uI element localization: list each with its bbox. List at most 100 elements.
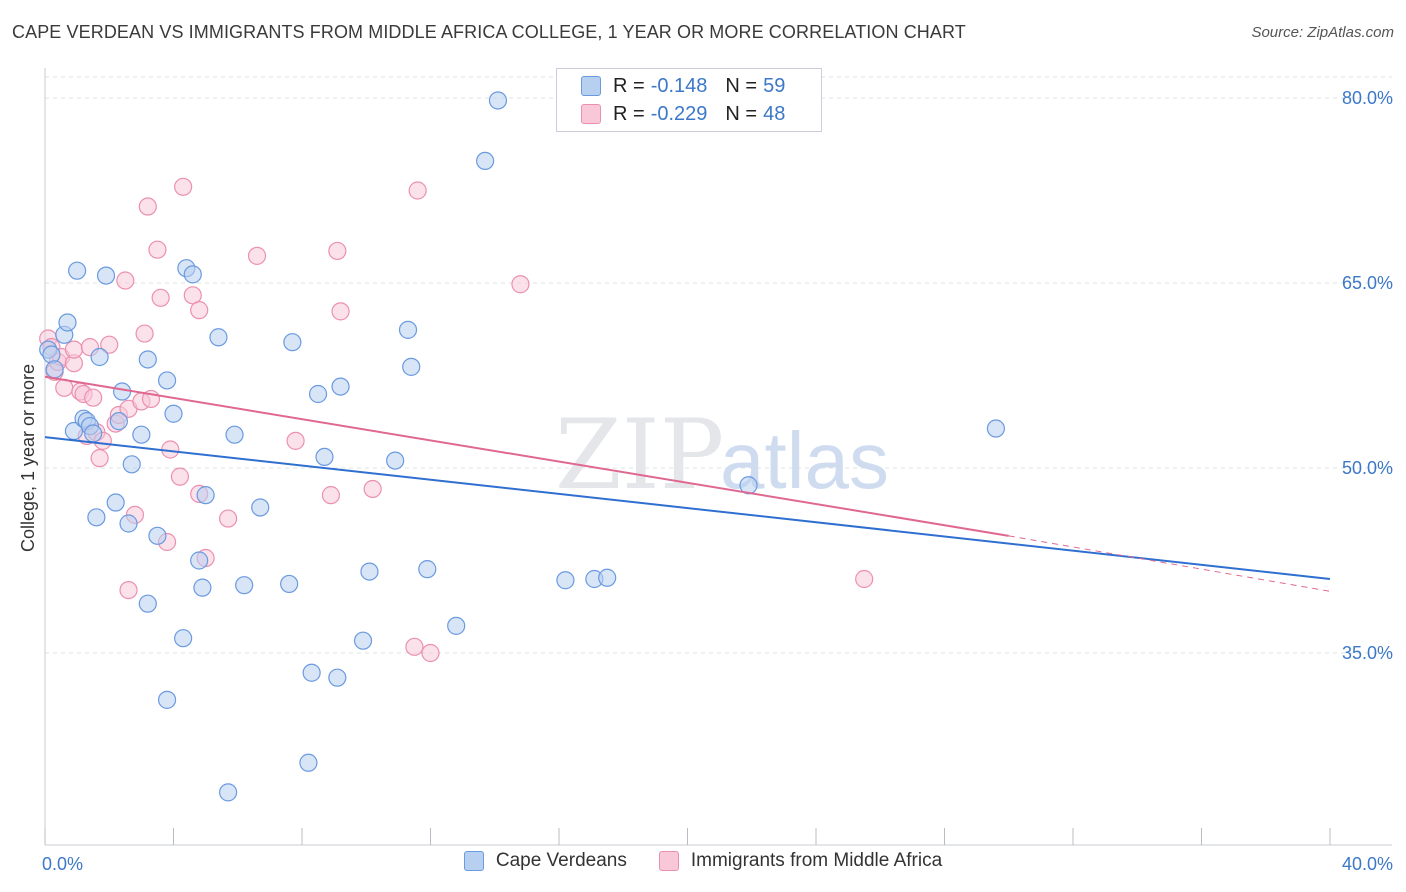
- legend-row-cape-verdeans: R = -0.148 N = 59: [581, 73, 785, 99]
- cape-verdean-point: [235, 576, 254, 595]
- cape-verdean-point: [251, 498, 270, 517]
- immigrants-point: [174, 177, 193, 196]
- cape-verdean-point: [96, 266, 116, 285]
- trend-line-immigrants: [44, 375, 1009, 537]
- cape-verdean-point: [225, 425, 244, 444]
- watermark-zip: ZIP: [555, 399, 724, 511]
- cape-verdean-point: [109, 412, 128, 431]
- cape-verdean-point: [148, 526, 167, 545]
- cape-verdean-point: [45, 360, 64, 379]
- legend-row-immigrants: R = -0.229 N = 48: [581, 101, 785, 127]
- watermark: ZIP atlas: [555, 399, 889, 511]
- cape-verdean-point: [138, 350, 157, 369]
- grid-lines: [45, 76, 1392, 654]
- cape-verdean-point: [90, 347, 109, 367]
- immigrants-point: [90, 449, 109, 468]
- immigrants-point: [247, 246, 267, 265]
- source-label: Source: ZipAtlas.com: [1251, 24, 1394, 41]
- cape-verdean-point: [157, 371, 177, 390]
- cape-verdean-point: [42, 345, 61, 364]
- cape-verdean-point: [331, 377, 350, 396]
- immigrants-point: [138, 197, 157, 216]
- cape-verdean-point: [209, 328, 228, 347]
- axes: [44, 68, 1392, 846]
- cape-verdean-point: [122, 455, 141, 474]
- cape-verdean-point: [598, 568, 617, 587]
- cape-verdean-point: [106, 493, 125, 512]
- immigrants-point: [116, 271, 135, 290]
- cape-verdean-point: [68, 261, 87, 280]
- series-cape-verdeans-points: [39, 91, 1006, 802]
- trend-line-cape-verdeans: [44, 436, 1331, 580]
- cape-verdean-point: [418, 560, 437, 579]
- y-tick-labels: 35.0% 50.0% 65.0% 80.0%: [1342, 88, 1393, 663]
- y-axis-label: College, 1 year or more: [18, 364, 38, 552]
- series-legend: Cape Verdeans Immigrants from Middle Afr…: [0, 850, 1406, 872]
- immigrants-point: [170, 467, 190, 486]
- cape-verdean-point: [58, 313, 77, 332]
- cape-verdean-point: [556, 571, 575, 590]
- immigrants-point: [84, 388, 103, 407]
- cape-verdean-point: [183, 265, 202, 284]
- cape-verdean-point: [157, 690, 177, 709]
- y-tick-label: 50.0%: [1342, 458, 1393, 478]
- immigrants-point: [331, 302, 350, 321]
- immigrants-point: [511, 275, 530, 294]
- legend-swatch-pink: [581, 104, 601, 124]
- legend-swatch-pink: [658, 851, 679, 871]
- y-tick-label: 65.0%: [1342, 273, 1393, 293]
- cape-verdean-point: [87, 508, 106, 527]
- legend-item-cape-verdeans[interactable]: Cape Verdeans: [463, 850, 627, 872]
- y-tick-label: 80.0%: [1342, 88, 1393, 108]
- legend-swatch-blue: [463, 851, 484, 871]
- cape-verdean-point: [280, 574, 299, 594]
- cape-verdean-point: [299, 753, 318, 772]
- y-tick-label: 35.0%: [1342, 643, 1393, 663]
- immigrants-point: [421, 643, 440, 663]
- cape-verdean-point: [986, 419, 1006, 438]
- cape-verdean-point: [283, 333, 302, 352]
- cape-verdean-point: [174, 629, 193, 648]
- cape-verdean-point: [84, 424, 103, 443]
- cape-verdean-point: [402, 357, 421, 376]
- cape-verdean-point: [315, 447, 334, 466]
- immigrants-point: [855, 569, 874, 589]
- immigrants-point: [151, 288, 170, 307]
- immigrants-point: [363, 479, 382, 499]
- immigrants-point: [148, 240, 167, 259]
- trend-line-immigrants-extension: [1008, 535, 1331, 592]
- legend-n-value: 48: [763, 102, 786, 125]
- legend-r-value: -0.229: [650, 102, 708, 125]
- cape-verdean-point: [119, 514, 138, 533]
- legend-n-value: 59: [763, 74, 786, 97]
- cape-verdean-point: [196, 486, 215, 505]
- x-tick-label-min: 0.0%: [42, 854, 83, 874]
- x-tick-labels: 0.0% 40.0%: [42, 854, 1393, 874]
- cape-verdean-point: [353, 631, 373, 650]
- immigrants-point: [286, 431, 305, 450]
- cape-verdean-point: [398, 320, 418, 339]
- immigrants-point: [405, 637, 424, 656]
- cape-verdean-point: [302, 663, 321, 682]
- chart-title: CAPE VERDEAN VS IMMIGRANTS FROM MIDDLE A…: [12, 22, 966, 42]
- immigrants-point: [135, 324, 154, 343]
- x-tick-label-max: 40.0%: [1342, 854, 1393, 874]
- cape-verdean-point: [447, 616, 466, 635]
- legend-r-label: R =: [613, 74, 645, 97]
- immigrants-point: [321, 486, 341, 505]
- legend-n-label: N =: [725, 74, 758, 97]
- immigrants-point: [119, 580, 138, 600]
- cape-verdean-point: [132, 425, 151, 444]
- immigrants-point: [328, 241, 347, 261]
- legend-r-label: R =: [613, 102, 645, 125]
- cape-verdean-point: [308, 384, 328, 404]
- cape-verdean-point: [476, 151, 495, 170]
- cape-verdean-point: [360, 562, 379, 581]
- cape-verdean-point: [488, 91, 508, 110]
- legend-item-immigrants[interactable]: Immigrants from Middle Africa: [658, 850, 942, 872]
- trend-lines: [44, 375, 1331, 592]
- correlation-legend: R = -0.148 N = 59 R = -0.229 N = 48: [556, 68, 822, 132]
- immigrants-point: [190, 301, 209, 320]
- legend-label-cape-verdeans: Cape Verdeans: [495, 850, 627, 871]
- cape-verdean-point: [328, 668, 347, 687]
